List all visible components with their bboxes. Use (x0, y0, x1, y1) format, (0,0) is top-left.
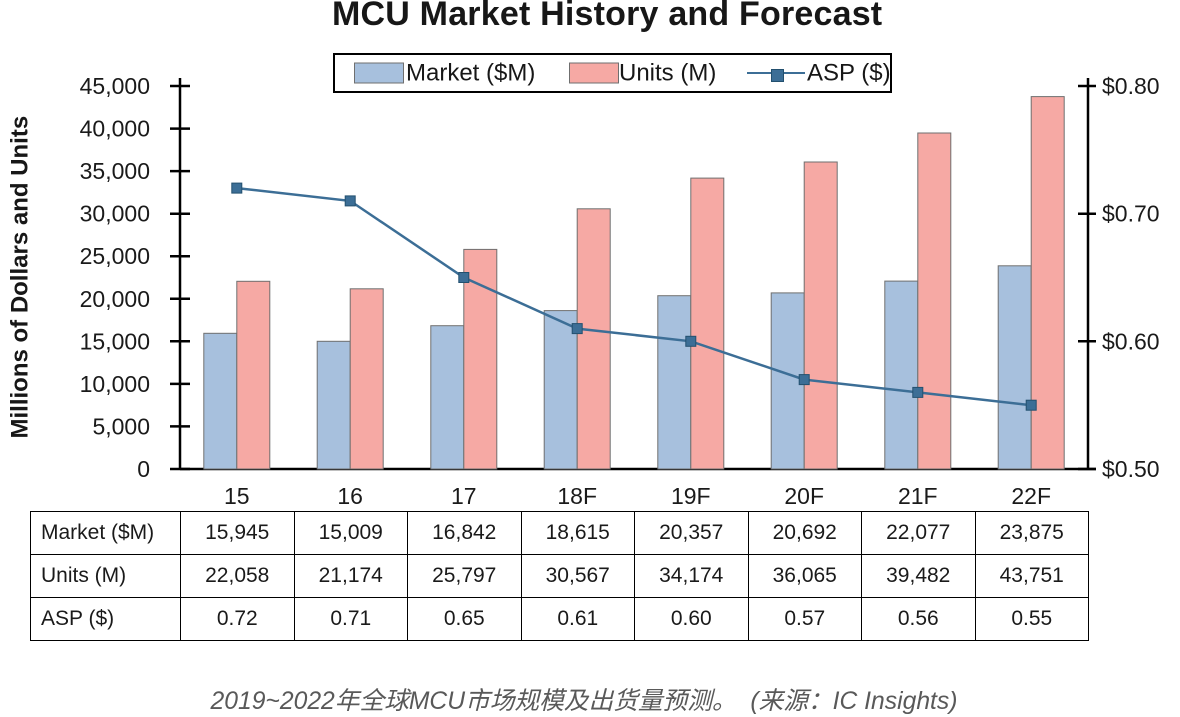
svg-text:21F: 21F (898, 483, 938, 509)
svg-text:$0.80: $0.80 (1102, 73, 1160, 99)
svg-text:17: 17 (451, 483, 477, 509)
svg-text:30,000: 30,000 (80, 201, 150, 227)
svg-text:45,000: 45,000 (80, 73, 150, 99)
svg-text:15: 15 (224, 483, 250, 509)
svg-text:25,000: 25,000 (80, 243, 150, 269)
svg-text:0: 0 (137, 456, 150, 482)
svg-text:18F: 18F (557, 483, 597, 509)
svg-text:19F: 19F (671, 483, 711, 509)
svg-text:10,000: 10,000 (80, 371, 150, 397)
svg-text:20,000: 20,000 (80, 286, 150, 312)
svg-text:20F: 20F (784, 483, 824, 509)
svg-text:$0.60: $0.60 (1102, 328, 1160, 354)
svg-text:16: 16 (337, 483, 363, 509)
svg-text:$0.70: $0.70 (1102, 201, 1160, 227)
svg-text:40,000: 40,000 (80, 116, 150, 142)
svg-text:35,000: 35,000 (80, 158, 150, 184)
svg-text:15,000: 15,000 (80, 328, 150, 354)
svg-text:22F: 22F (1011, 483, 1051, 509)
svg-text:$0.50: $0.50 (1102, 456, 1160, 482)
svg-text:5,000: 5,000 (92, 413, 150, 439)
